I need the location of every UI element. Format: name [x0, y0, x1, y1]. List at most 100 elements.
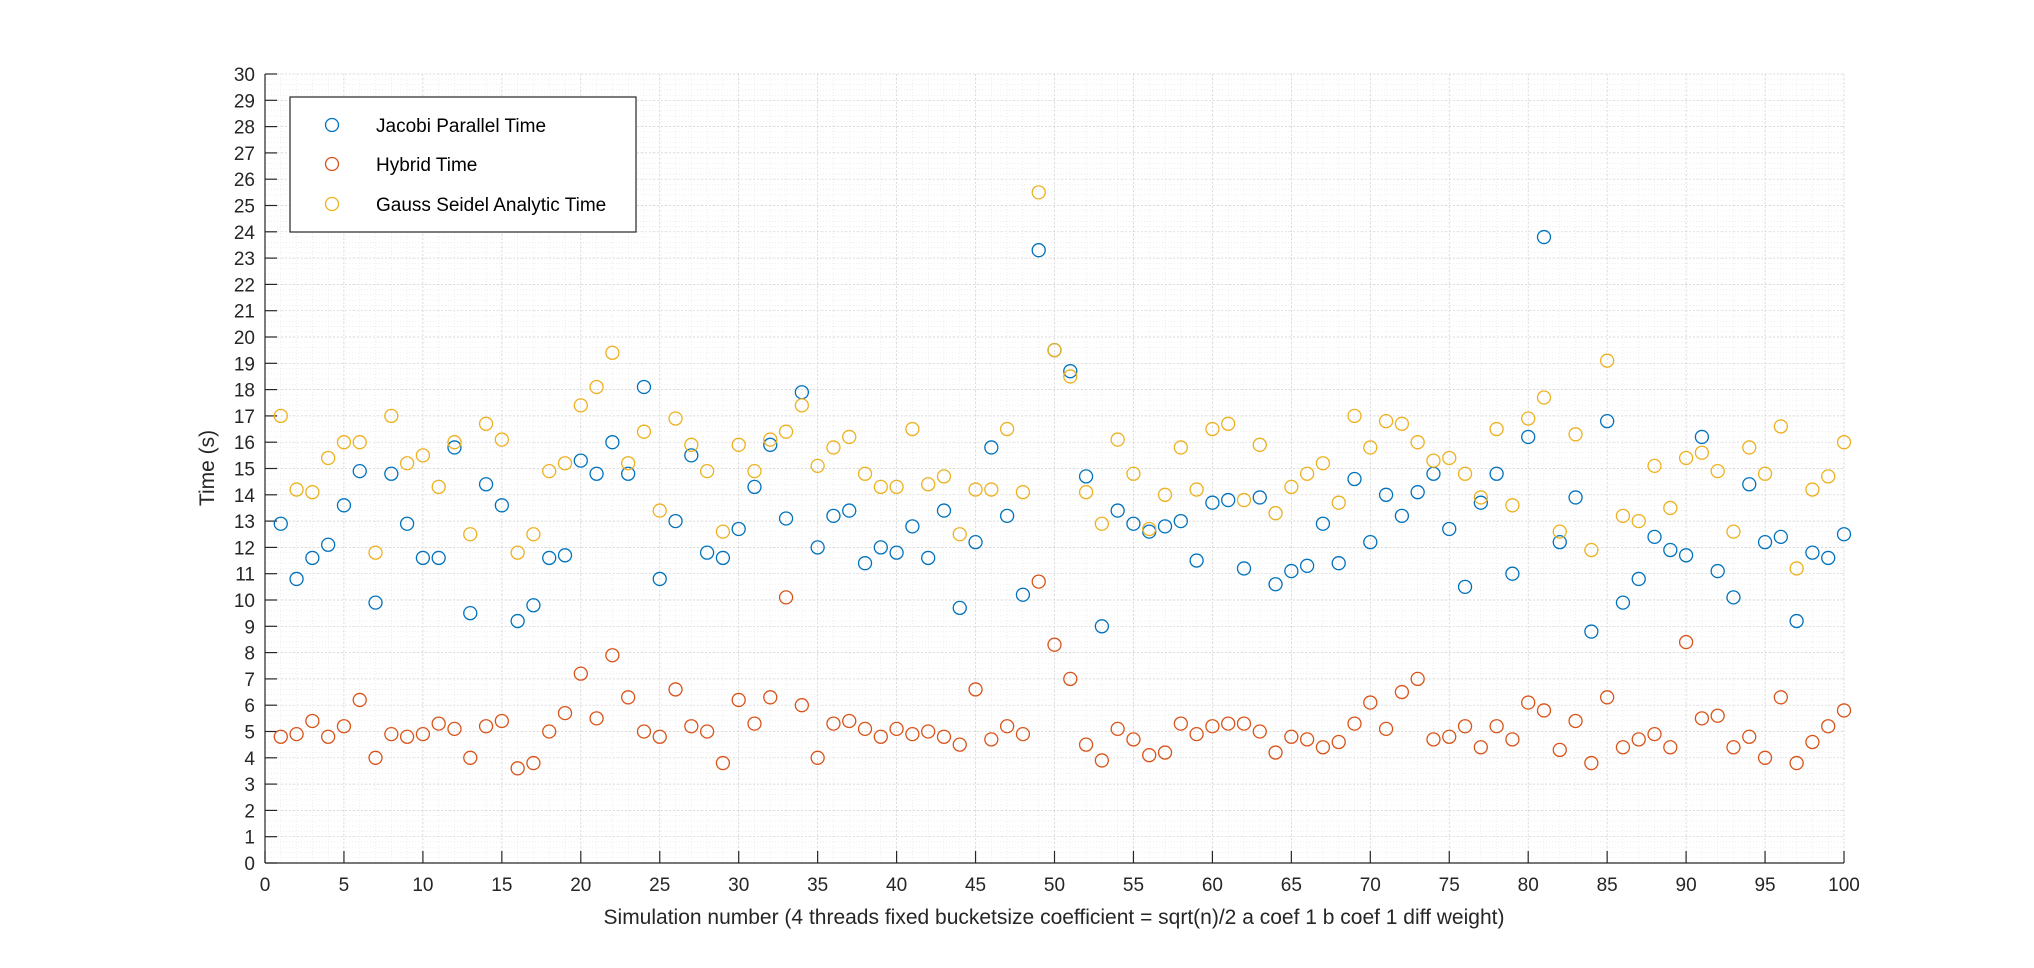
point-jacobi — [1063, 364, 1078, 379]
point-jacobi — [494, 498, 510, 513]
point-gauss-seidel — [1552, 524, 1567, 539]
point-gauss-seidel — [1457, 466, 1473, 481]
y-tick-label: 30 — [234, 65, 255, 86]
point-hybrid — [1600, 690, 1615, 705]
point-gauss-seidel — [605, 345, 620, 360]
point-hybrid — [1631, 732, 1646, 747]
point-jacobi — [1252, 490, 1267, 505]
point-jacobi — [1821, 550, 1836, 566]
x-tick-label: 70 — [1360, 875, 1381, 896]
point-gauss-seidel — [1600, 353, 1615, 368]
point-hybrid — [1347, 716, 1362, 731]
point-jacobi — [1805, 545, 1820, 560]
y-tick-label: 27 — [234, 144, 255, 165]
point-gauss-seidel — [1521, 411, 1536, 426]
point-gauss-seidel — [1757, 466, 1773, 481]
point-hybrid — [1489, 719, 1504, 734]
point-jacobi — [1521, 429, 1536, 445]
point-gauss-seidel — [1221, 416, 1236, 431]
y-tick-label: 9 — [244, 617, 255, 638]
point-jacobi — [1205, 495, 1220, 510]
point-jacobi — [1631, 571, 1646, 587]
legend-marker-gauss-seidel — [324, 196, 340, 212]
point-hybrid — [699, 724, 715, 739]
point-hybrid — [1584, 755, 1599, 771]
y-tick-label: 0 — [244, 854, 255, 875]
point-hybrid — [510, 761, 525, 776]
point-hybrid — [542, 724, 557, 739]
point-jacobi — [652, 571, 667, 587]
point-jacobi — [1568, 490, 1583, 505]
point-hybrid — [589, 711, 604, 726]
point-jacobi — [1110, 503, 1125, 518]
point-jacobi — [1615, 595, 1631, 610]
point-gauss-seidel — [273, 408, 288, 424]
x-tick-label: 95 — [1754, 875, 1775, 896]
point-jacobi — [352, 463, 367, 479]
point-jacobi — [1363, 534, 1378, 550]
point-hybrid — [1015, 726, 1031, 742]
point-jacobi — [1331, 556, 1346, 571]
point-gauss-seidel — [810, 458, 825, 474]
point-hybrid — [1078, 737, 1094, 752]
point-jacobi — [621, 466, 636, 481]
point-gauss-seidel — [1726, 524, 1741, 539]
point-hybrid — [747, 716, 762, 731]
point-gauss-seidel — [1536, 390, 1552, 405]
y-axis-ticks: 0123456789101112131415161718192021222324… — [234, 65, 277, 875]
point-hybrid — [1505, 732, 1520, 747]
x-tick-label: 35 — [807, 875, 828, 896]
point-gauss-seidel — [1426, 453, 1441, 468]
y-tick-label: 22 — [234, 275, 255, 296]
point-hybrid — [305, 713, 320, 729]
y-tick-label: 15 — [234, 460, 255, 481]
series-gauss-seidel — [273, 185, 1852, 576]
point-hybrid — [431, 716, 446, 731]
y-tick-label: 28 — [234, 118, 255, 139]
point-jacobi — [589, 466, 604, 481]
point-hybrid — [1536, 703, 1552, 718]
y-tick-label: 18 — [234, 381, 255, 402]
point-jacobi — [336, 498, 352, 513]
point-jacobi — [857, 556, 873, 571]
point-hybrid — [1205, 719, 1220, 734]
series-hybrid — [273, 574, 1852, 776]
point-jacobi — [1489, 466, 1504, 481]
point-hybrid — [1678, 634, 1694, 650]
y-tick-label: 19 — [234, 354, 255, 375]
point-gauss-seidel — [889, 479, 904, 495]
point-hybrid — [289, 726, 304, 742]
point-jacobi — [1031, 243, 1046, 258]
point-jacobi — [399, 516, 415, 531]
x-tick-label: 90 — [1676, 875, 1697, 896]
point-jacobi — [1410, 485, 1425, 500]
point-hybrid — [399, 729, 415, 744]
point-gauss-seidel — [589, 379, 604, 395]
point-hybrid — [336, 719, 352, 734]
point-hybrid — [1805, 734, 1820, 750]
point-gauss-seidel — [999, 421, 1015, 437]
point-hybrid — [1047, 637, 1062, 652]
point-jacobi — [542, 550, 557, 566]
point-jacobi — [889, 545, 904, 560]
point-jacobi — [731, 521, 746, 537]
point-gauss-seidel — [336, 435, 352, 450]
point-hybrid — [1663, 740, 1678, 755]
point-gauss-seidel — [1063, 369, 1078, 384]
point-jacobi — [1284, 563, 1299, 579]
point-gauss-seidel — [952, 527, 967, 542]
point-jacobi — [636, 379, 652, 395]
point-jacobi — [999, 508, 1015, 523]
point-hybrid — [1299, 732, 1315, 747]
y-tick-label: 12 — [234, 538, 255, 559]
point-hybrid — [1252, 724, 1267, 739]
point-gauss-seidel — [1157, 487, 1173, 502]
point-jacobi — [763, 437, 778, 452]
point-hybrid — [715, 755, 731, 771]
point-hybrid — [1189, 726, 1204, 742]
point-gauss-seidel — [1789, 561, 1804, 576]
legend: Jacobi Parallel Time Hybrid Time Gauss S… — [289, 96, 637, 233]
point-gauss-seidel — [968, 482, 983, 497]
point-jacobi — [1757, 534, 1773, 550]
point-jacobi — [1126, 516, 1141, 531]
